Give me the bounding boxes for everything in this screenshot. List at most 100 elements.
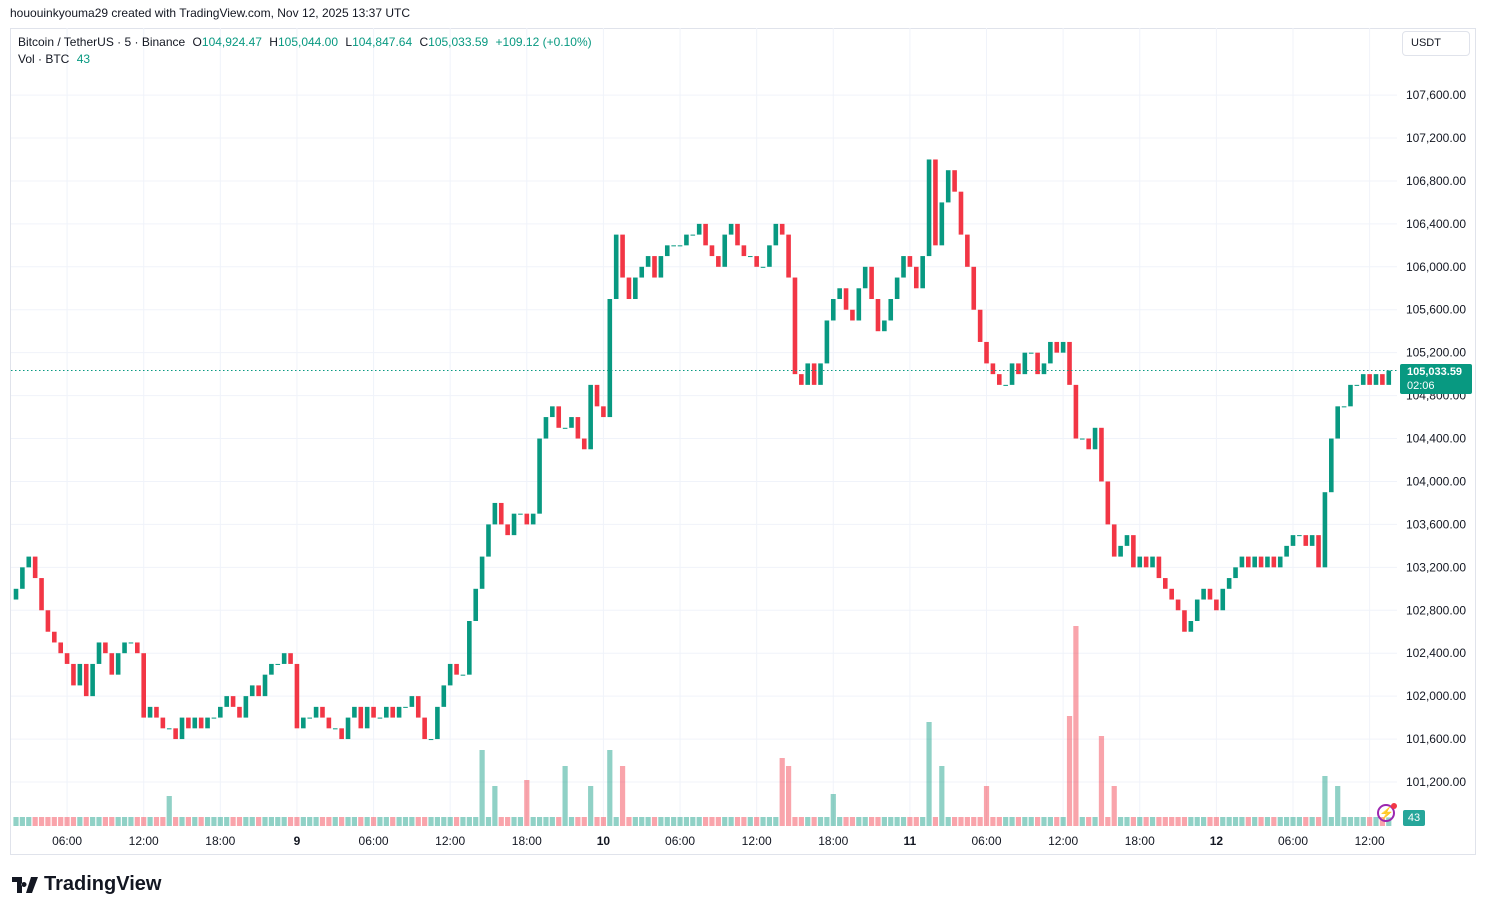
candle-up [1354, 384, 1360, 386]
candle-up [307, 717, 313, 719]
open-value: 104,924.47 [201, 35, 262, 49]
volume-bar [626, 817, 632, 826]
grid [11, 28, 1397, 826]
candle-down [64, 653, 70, 664]
price-tick-label: 105,200.00 [1406, 346, 1466, 360]
volume-bar [811, 817, 817, 826]
volume-bar [415, 817, 421, 826]
volume-bar [121, 817, 128, 826]
volume-bar [473, 817, 479, 826]
candle-up [1386, 370, 1392, 385]
volume-bar [326, 817, 332, 826]
candle-up [384, 706, 389, 718]
candle-down [371, 706, 376, 718]
volume-bar [236, 817, 243, 826]
time-tick-label: 10 [597, 834, 611, 848]
volume-bar [505, 817, 511, 826]
time-tick-label: 06:00 [1278, 834, 1308, 848]
volume-bar [287, 817, 294, 826]
candle-up [479, 556, 485, 589]
candle-down [160, 717, 166, 729]
candle-down [326, 717, 332, 729]
volume-bar [996, 817, 1002, 826]
volume-bar [422, 817, 428, 826]
candle-up [218, 706, 223, 718]
candle-down [556, 406, 562, 428]
high-value: 105,044.00 [277, 35, 339, 49]
symbol-name[interactable]: Bitcoin / TetherUS · 5 · Binance [18, 35, 186, 49]
candle-down [1258, 556, 1264, 568]
volume-bar [677, 817, 683, 826]
candle-up [550, 406, 555, 418]
candle-up [1239, 556, 1245, 568]
candle-up [588, 384, 593, 450]
volume-bar [1271, 817, 1277, 826]
candle-down [505, 524, 510, 536]
candle-down [1067, 341, 1072, 385]
volume-bar [1284, 817, 1290, 826]
chart-panel[interactable] [10, 28, 1476, 855]
candle-down [1073, 384, 1079, 439]
candle-up [920, 256, 925, 289]
candle-down [1367, 374, 1372, 385]
candle-up [301, 717, 306, 729]
volume-bar [651, 817, 658, 826]
candle-down [1016, 363, 1021, 375]
volume-bar [198, 817, 204, 826]
volume-legend-label[interactable]: Vol · BTC [18, 52, 70, 66]
candle-up [243, 696, 249, 718]
currency-button[interactable]: USDT [1402, 31, 1470, 56]
volume-bar [1232, 817, 1239, 826]
volume-bar [920, 817, 926, 826]
candle-down [581, 438, 587, 450]
volume-bar [485, 817, 492, 826]
volume-bar [90, 817, 96, 826]
volume-bar [645, 817, 651, 826]
volume-bar [230, 817, 236, 826]
candle-down [524, 513, 530, 525]
candle-down [173, 728, 178, 740]
candle-up [115, 653, 121, 675]
candle-down [958, 191, 964, 235]
volume-bar [907, 817, 913, 826]
volume-bar [275, 817, 281, 826]
volume-bar [377, 817, 383, 826]
volume-bar [817, 817, 824, 826]
candle-down [135, 642, 140, 654]
volume-bar [153, 817, 160, 826]
tradingview-logo[interactable]: TradingView [12, 873, 161, 896]
volume-bar [594, 817, 600, 826]
candle-up [352, 706, 357, 718]
time-tick-label: 12:00 [435, 834, 465, 848]
volume-bar [1130, 817, 1136, 826]
candle-down [875, 299, 881, 332]
candle-up [1341, 406, 1347, 408]
price-tick-label: 103,600.00 [1406, 517, 1466, 531]
volume-bar [805, 817, 811, 826]
candle-up [1150, 556, 1155, 568]
lightning-alert-icon[interactable]: ⚡ [1377, 804, 1395, 822]
candle-up [690, 234, 696, 236]
volume-bar [945, 817, 951, 826]
candle-up [607, 299, 613, 418]
volume-bar [837, 817, 843, 826]
candle-down [984, 341, 989, 364]
candle-down [703, 223, 708, 246]
candle-down [601, 406, 606, 418]
candle-down [1086, 438, 1091, 450]
candle-down [498, 502, 504, 525]
volume-bar [875, 817, 881, 826]
candle-down [575, 417, 581, 439]
candle-down [1054, 341, 1060, 353]
volume-bar [300, 817, 306, 826]
candle-up [96, 642, 102, 664]
price-tick-label: 102,400.00 [1406, 646, 1466, 660]
volume-bar [498, 817, 504, 826]
candle-down [198, 717, 204, 729]
volume-bar [351, 817, 358, 826]
candle-down [996, 374, 1002, 385]
volume-bar [1367, 817, 1373, 826]
volume-bar [683, 817, 690, 826]
candle-up [211, 717, 217, 719]
